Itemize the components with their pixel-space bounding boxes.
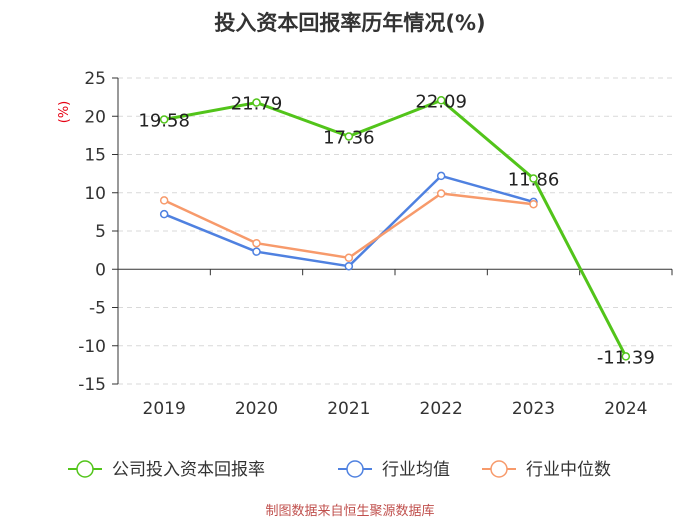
y-tick-label: 5 bbox=[95, 222, 106, 242]
y-tick-label: 15 bbox=[84, 146, 106, 166]
x-tick-label: 2021 bbox=[327, 399, 370, 419]
legend-entry: 行业均值 bbox=[382, 460, 450, 480]
legend: 公司投入资本回报率 行业均值 行业中位数 bbox=[68, 460, 611, 480]
series-line bbox=[163, 98, 628, 358]
data-point bbox=[252, 247, 261, 256]
x-tick-label: 2023 bbox=[512, 399, 555, 419]
data-point bbox=[344, 132, 354, 141]
legend-swatch-marker bbox=[346, 460, 364, 478]
y-tick-label: 0 bbox=[95, 260, 106, 280]
y-tick-label: -15 bbox=[78, 375, 106, 395]
x-tick-label: 2024 bbox=[604, 399, 647, 419]
data-point bbox=[529, 199, 538, 209]
x-tick-label: 2020 bbox=[235, 399, 278, 419]
data-label: 21.79 bbox=[231, 94, 283, 115]
y-tick-label: -10 bbox=[78, 337, 106, 357]
y-tick-label: -5 bbox=[89, 299, 106, 319]
data-point bbox=[159, 196, 169, 205]
y-tick-label: 20 bbox=[84, 107, 106, 127]
x-tick-label: 2019 bbox=[143, 399, 186, 419]
data-point bbox=[344, 253, 354, 263]
y-axis-label: (%) bbox=[57, 101, 72, 124]
gridlines bbox=[118, 77, 672, 385]
y-tick-label: 25 bbox=[84, 69, 106, 89]
source-note: 制图数据来自恒生聚源数据库 bbox=[265, 503, 434, 519]
legend-swatch-marker bbox=[490, 460, 508, 478]
chart-title: 投入资本回报率历年情况(%) bbox=[214, 11, 485, 35]
legend-swatch-marker bbox=[76, 460, 94, 478]
data-point bbox=[621, 352, 631, 361]
data-point bbox=[252, 238, 261, 248]
data-point bbox=[529, 174, 538, 183]
data-point bbox=[252, 98, 261, 107]
data-point bbox=[159, 209, 169, 219]
y-tick-label: 10 bbox=[84, 184, 106, 204]
data-label: 22.09 bbox=[415, 91, 467, 112]
data-point bbox=[436, 171, 446, 181]
series-line bbox=[163, 192, 534, 260]
x-tick-label: 2022 bbox=[420, 399, 463, 419]
data-label: -11.39 bbox=[597, 347, 655, 368]
axes: 25 20 15 10 5 0 -5 -10 -15 2019 2020 2021 2022 2023 20… bbox=[78, 69, 673, 419]
data-point bbox=[436, 96, 446, 105]
data-label: 11.86 bbox=[508, 170, 560, 191]
data-label: 17.36 bbox=[323, 127, 375, 148]
series-line bbox=[163, 174, 534, 268]
legend-entry: 公司投入资本回报率 bbox=[112, 460, 265, 480]
data-label: 19.58 bbox=[138, 110, 190, 131]
data-point bbox=[344, 261, 354, 271]
data-labels: 19.58 21.79 17.36 22.09 11.86 -11.39 bbox=[138, 91, 654, 368]
data-point bbox=[436, 189, 446, 198]
legend-entry: 行业中位数 bbox=[526, 460, 611, 480]
series-group bbox=[159, 96, 631, 361]
data-point bbox=[159, 115, 169, 124]
